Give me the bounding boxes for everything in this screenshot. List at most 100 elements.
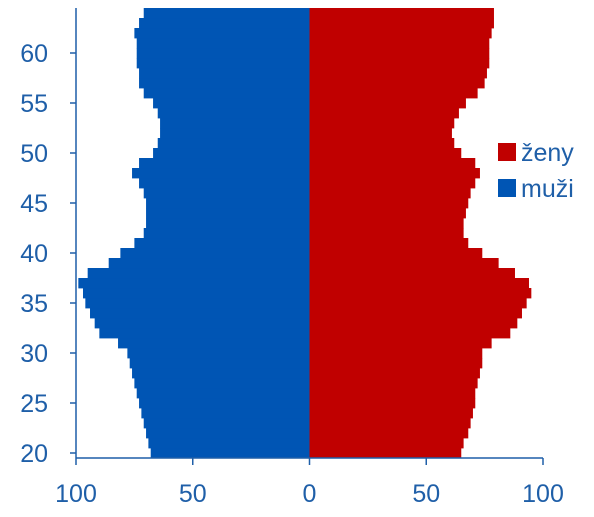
bar-zeny-age-60 xyxy=(309,48,490,59)
bar-zeny-age-28 xyxy=(309,368,480,379)
y-tick-label: 20 xyxy=(20,440,48,468)
bar-zeny-age-23 xyxy=(309,418,471,429)
bar-zeny-age-25 xyxy=(309,398,476,409)
bar-zeny-age-49 xyxy=(309,158,476,169)
bar-muzi-age-55 xyxy=(153,98,310,109)
bar-zeny-age-20 xyxy=(309,448,462,459)
legend-swatch-muzi xyxy=(498,179,516,197)
bar-muzi-age-20 xyxy=(150,448,310,459)
bar-muzi-age-43 xyxy=(146,218,310,229)
bar-zeny-age-37 xyxy=(309,278,529,289)
bar-muzi-age-41 xyxy=(134,238,310,249)
bar-zeny-age-51 xyxy=(309,138,455,149)
bar-muzi-age-24 xyxy=(141,408,310,419)
y-tick-label: 25 xyxy=(20,390,48,418)
bar-zeny-age-24 xyxy=(309,408,473,419)
bar-muzi-age-56 xyxy=(143,88,310,99)
bar-zeny-age-39 xyxy=(309,258,499,269)
bar-zeny-age-27 xyxy=(309,378,478,389)
bar-zeny-age-42 xyxy=(309,228,464,239)
bar-muzi-age-48 xyxy=(132,168,310,179)
bar-muzi-age-40 xyxy=(120,248,310,259)
bar-zeny-age-62 xyxy=(309,28,492,39)
bar-zeny-age-30 xyxy=(309,348,483,359)
bar-muzi-age-63 xyxy=(139,18,310,29)
x-tick-label: 50 xyxy=(412,480,440,508)
bar-muzi-age-21 xyxy=(148,438,310,449)
bar-muzi-age-60 xyxy=(136,48,310,59)
bar-muzi-age-58 xyxy=(139,68,310,79)
bar-muzi-age-42 xyxy=(143,228,310,239)
bar-muzi-age-36 xyxy=(83,288,310,299)
x-tick-label: 100 xyxy=(522,480,564,508)
bar-zeny-age-36 xyxy=(309,288,532,299)
bar-zeny-age-64 xyxy=(309,8,494,19)
bar-zeny-age-43 xyxy=(309,218,464,229)
bar-muzi-age-23 xyxy=(143,418,310,429)
legend: ženy muži xyxy=(498,139,574,203)
bar-zeny-age-46 xyxy=(309,188,471,199)
bar-zeny-age-59 xyxy=(309,58,490,69)
bar-zeny-age-48 xyxy=(309,168,480,179)
legend-label-zeny: ženy xyxy=(521,139,574,167)
y-tick-label: 50 xyxy=(20,140,48,168)
y-tick-label: 40 xyxy=(20,240,48,268)
x-tick-labels: 100 50 0 50 100 xyxy=(55,458,564,508)
bar-zeny-age-44 xyxy=(309,208,466,219)
bar-muzi-age-34 xyxy=(90,308,310,319)
bar-muzi-age-53 xyxy=(160,118,310,129)
bar-muzi-age-45 xyxy=(146,198,310,209)
bar-muzi-age-33 xyxy=(94,318,310,329)
bar-muzi-age-28 xyxy=(132,368,310,379)
legend-label-muzi: muži xyxy=(521,175,574,203)
bar-muzi-age-29 xyxy=(129,358,310,369)
bar-zeny-age-41 xyxy=(309,238,469,249)
bar-muzi-age-35 xyxy=(85,298,310,309)
bar-muzi-age-25 xyxy=(139,398,310,409)
bar-zeny-age-47 xyxy=(309,178,476,189)
x-tick-label: 50 xyxy=(179,480,207,508)
bar-muzi-age-31 xyxy=(118,338,310,349)
bar-zeny-age-26 xyxy=(309,388,476,399)
bars-group xyxy=(78,8,532,459)
bar-muzi-age-39 xyxy=(108,258,310,269)
bar-zeny-age-31 xyxy=(309,338,492,349)
bar-muzi-age-49 xyxy=(139,158,310,169)
bar-muzi-age-64 xyxy=(143,8,310,19)
y-tick-label: 60 xyxy=(20,40,48,68)
bar-zeny-age-52 xyxy=(309,128,452,139)
bar-muzi-age-62 xyxy=(134,28,310,39)
bar-zeny-age-50 xyxy=(309,148,462,159)
bar-zeny-age-45 xyxy=(309,198,469,209)
bar-muzi-age-27 xyxy=(134,378,310,389)
bar-zeny-age-35 xyxy=(309,298,527,309)
bar-zeny-age-21 xyxy=(309,438,464,449)
bar-muzi-age-22 xyxy=(146,428,310,439)
y-tick-label: 55 xyxy=(20,90,48,118)
y-tick-labels: 20 25 30 35 40 45 50 55 60 xyxy=(20,40,76,468)
bar-zeny-age-32 xyxy=(309,328,511,339)
bar-muzi-age-32 xyxy=(99,328,310,339)
y-tick-label: 45 xyxy=(20,190,48,218)
bar-zeny-age-33 xyxy=(309,318,518,329)
bar-zeny-age-63 xyxy=(309,18,494,29)
bar-muzi-age-47 xyxy=(139,178,310,189)
bar-zeny-age-22 xyxy=(309,428,469,439)
bar-muzi-age-50 xyxy=(153,148,310,159)
x-tick-label: 100 xyxy=(55,480,97,508)
bar-muzi-age-52 xyxy=(160,128,310,139)
bar-zeny-age-56 xyxy=(309,88,478,99)
bar-zeny-age-55 xyxy=(309,98,466,109)
bar-zeny-age-58 xyxy=(309,68,487,79)
bar-muzi-age-26 xyxy=(136,388,310,399)
x-tick-label: 0 xyxy=(303,480,317,508)
bar-zeny-age-34 xyxy=(309,308,522,319)
bar-muzi-age-51 xyxy=(157,138,310,149)
bar-zeny-age-38 xyxy=(309,268,515,279)
bar-muzi-age-61 xyxy=(136,38,310,49)
y-tick-label: 35 xyxy=(20,290,48,318)
bar-muzi-age-57 xyxy=(139,78,310,89)
bar-muzi-age-54 xyxy=(157,108,310,119)
bar-zeny-age-53 xyxy=(309,118,455,129)
